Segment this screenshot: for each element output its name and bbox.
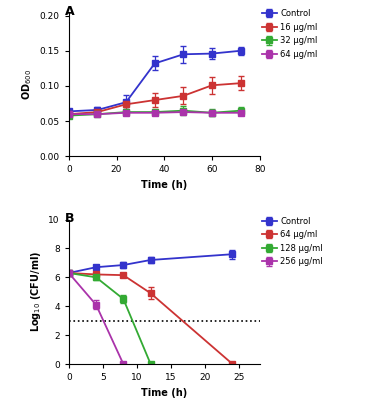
X-axis label: Time (h): Time (h)	[141, 388, 188, 398]
Y-axis label: Log$_{10}$ (CFU/ml): Log$_{10}$ (CFU/ml)	[29, 251, 43, 332]
Legend: Control, 16 μg/ml, 32 μg/ml, 64 μg/ml: Control, 16 μg/ml, 32 μg/ml, 64 μg/ml	[262, 9, 317, 59]
X-axis label: Time (h): Time (h)	[141, 180, 188, 190]
Legend: Control, 64 μg/ml, 128 μg/ml, 256 μg/ml: Control, 64 μg/ml, 128 μg/ml, 256 μg/ml	[262, 217, 323, 266]
Text: B: B	[65, 212, 74, 225]
Y-axis label: OD$_{600}$: OD$_{600}$	[20, 69, 34, 100]
Text: A: A	[65, 5, 74, 18]
